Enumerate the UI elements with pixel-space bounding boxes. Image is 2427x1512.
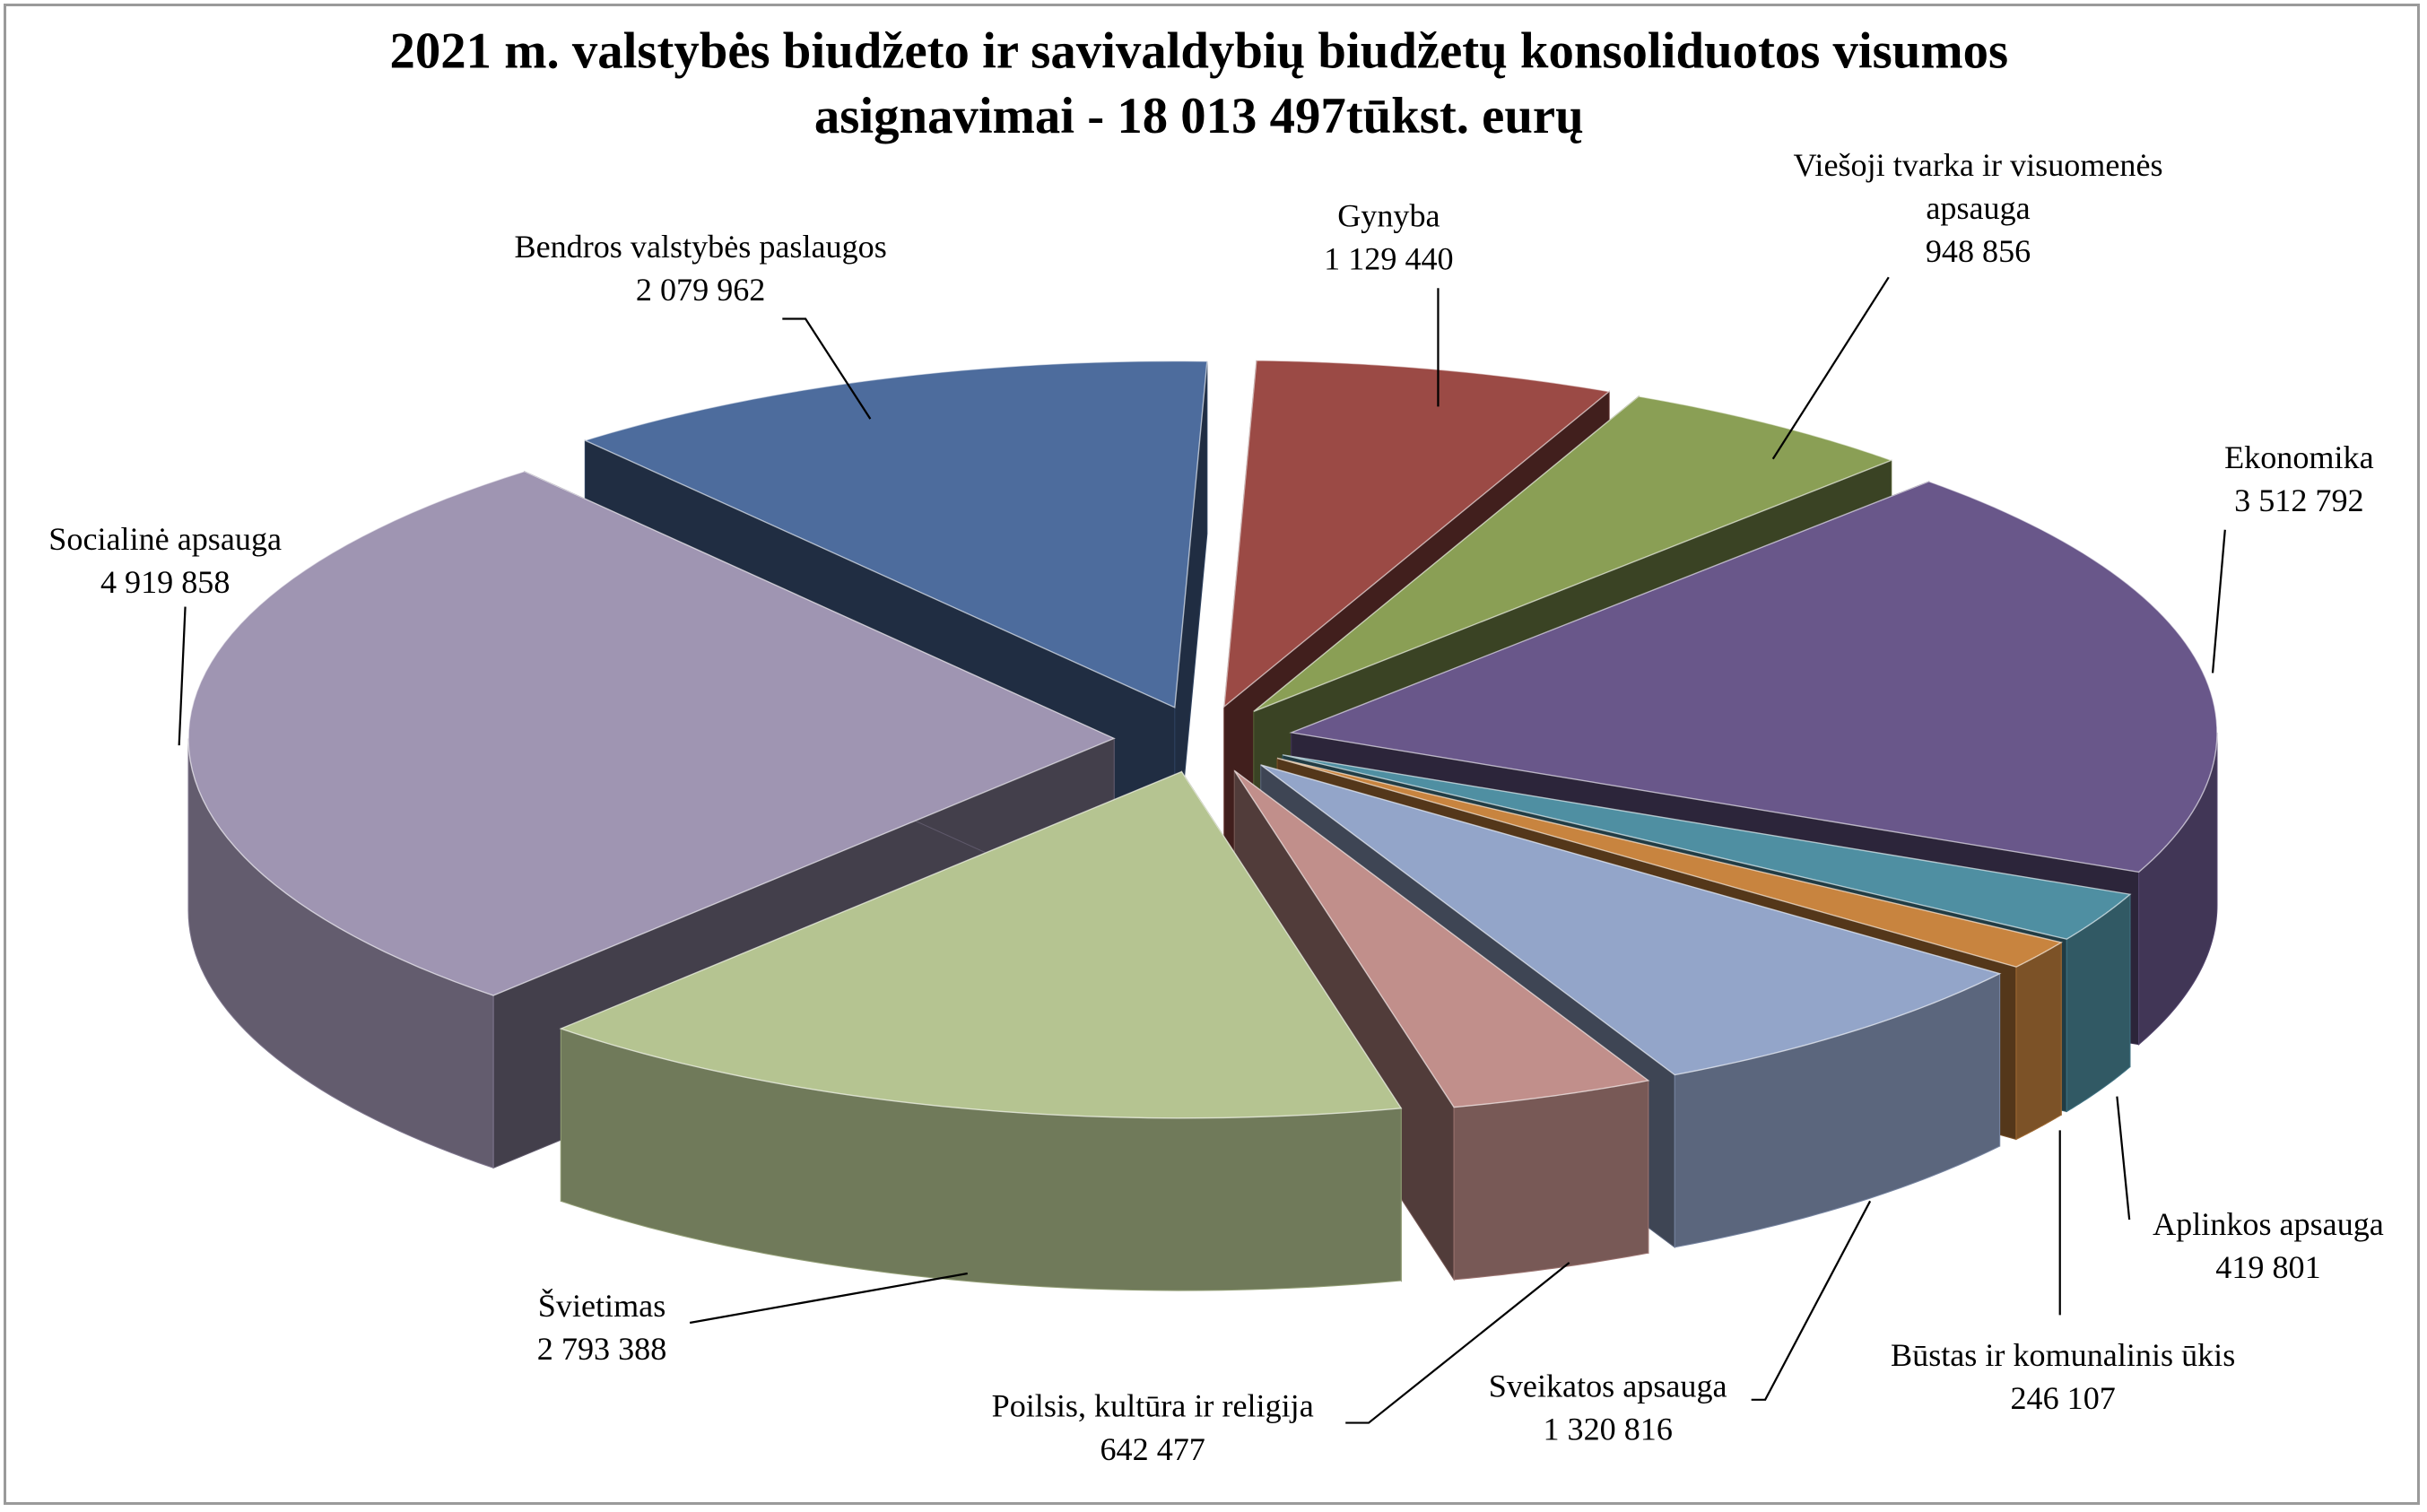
data-label-5: Sveikatos apsauga 1 320 816: [1489, 1200, 1872, 1447]
value-label: 3 512 792: [2234, 482, 2363, 518]
category-label: Sveikatos apsauga: [1489, 1368, 1727, 1403]
pie-chart: 2021 m. valstybės biudžeto ir savivaldyb…: [48, 23, 2384, 1467]
leader-line: [1345, 1262, 1570, 1424]
value-label: 2 793 388: [537, 1331, 666, 1367]
leader-line: [2211, 529, 2226, 673]
value-label: 1 320 816: [1543, 1411, 1672, 1447]
data-label-2: Ekonomika 3 512 792: [2211, 439, 2374, 673]
category-label: Bendros valstybės paslaugos: [515, 229, 887, 265]
data-label-1: Viešoji tvarka ir visuomenės apsauga 948 8…: [1771, 147, 2163, 460]
category-label: Poilsis, kultūra ir religija: [992, 1388, 1314, 1424]
category-label: Gynyba: [1337, 198, 1440, 234]
chart-frame: 2021 m. valstybės biudžeto ir savivaldyb…: [4, 4, 2420, 1505]
slice-top-8: [187, 470, 1116, 996]
leader-line: [1751, 1200, 1872, 1401]
value-label: 4 919 858: [100, 564, 230, 600]
slice-top-1: [1253, 395, 1893, 712]
data-label-4: Būstas ir komunalinis ūkis 246 107: [1891, 1130, 2235, 1416]
data-label-8: Socialinė apsauga 4 919 858: [48, 521, 282, 746]
slice-outer-wall: [2015, 941, 2062, 1141]
slice-top-4: [1276, 757, 2064, 968]
value-label: 948 856: [1926, 233, 2031, 269]
slice-top-9: [583, 360, 1208, 708]
category-label: Viešoji tvarka ir visuomenės: [1794, 147, 2163, 183]
chart-title-line-2: asignavimai - 18 013 497tūkst. eurų: [814, 88, 1584, 144]
leader-line: [178, 606, 187, 746]
leader-line: [1771, 276, 1890, 460]
value-label: 419 801: [2215, 1249, 2320, 1285]
slice-top-0: [1223, 360, 1611, 708]
data-label-7: Švietimas 2 793 388: [537, 1272, 968, 1367]
slice-outer-wall: [1453, 1080, 1649, 1281]
data-label-6: Poilsis, kultūra ir religija 642 477: [992, 1262, 1570, 1467]
category-label: Švietimas: [538, 1288, 665, 1324]
slice-top-3: [1282, 754, 2132, 940]
slice-top-5: [1260, 764, 2002, 1076]
pie-slice-7: [559, 769, 1403, 1291]
slice-top-2: [1289, 481, 2218, 873]
category-label: Aplinkos apsauga: [2153, 1206, 2384, 1242]
slice-top-7: [559, 770, 1403, 1119]
leader-line: [2116, 1096, 2131, 1221]
leader-line: [689, 1272, 968, 1325]
chart-title-line-1: 2021 m. valstybės biudžeto ir savivaldyb…: [389, 23, 2008, 80]
category-label: Socialinė apsauga: [48, 521, 282, 557]
value-label: 2 079 962: [636, 272, 765, 308]
value-label: 1 129 440: [1324, 241, 1453, 277]
data-label-9: Bendros valstybės paslaugos 2 079 962: [515, 229, 887, 420]
data-label-0: Gynyba 1 129 440: [1324, 198, 1454, 407]
data-label-3: Aplinkos apsauga 419 801: [2116, 1096, 2384, 1285]
category-label: apsauga: [1926, 190, 2030, 226]
slice-top-6: [1233, 769, 1650, 1108]
value-label: 642 477: [1100, 1431, 1205, 1467]
category-label: Būstas ir komunalinis ūkis: [1891, 1337, 2235, 1373]
category-label: Ekonomika: [2224, 439, 2374, 475]
leader-line: [782, 317, 872, 420]
value-label: 246 107: [2010, 1380, 2115, 1416]
